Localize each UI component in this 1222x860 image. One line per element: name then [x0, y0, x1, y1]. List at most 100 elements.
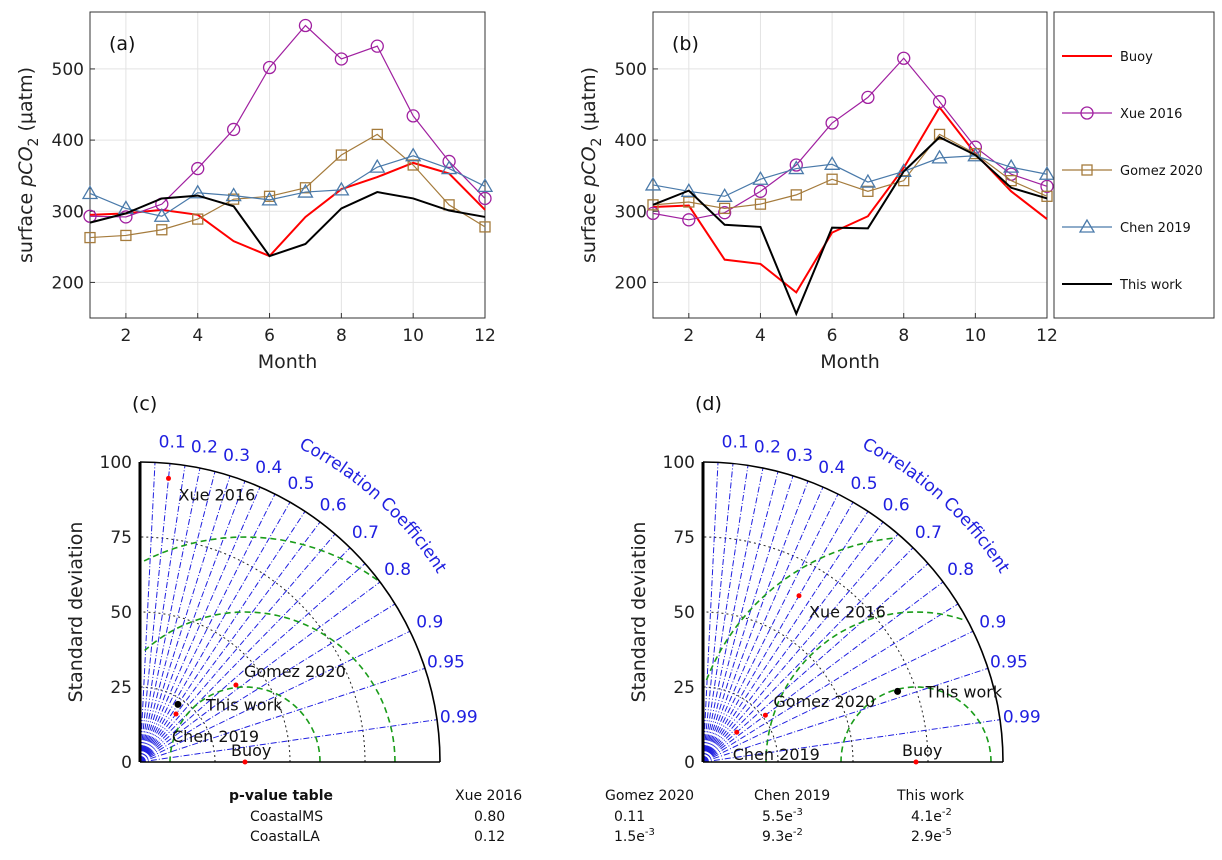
- x-tick-label: 12: [1036, 326, 1058, 346]
- correlation-ray: [702, 511, 869, 763]
- plot-frame: [652, 11, 1048, 319]
- correlation-ray: [139, 603, 396, 763]
- p-value-cell: 9.3e-2: [762, 827, 803, 846]
- taylor-point: [166, 475, 171, 481]
- data-point: [1003, 158, 1020, 173]
- plot-frame: [89, 11, 486, 319]
- correlation-ray: [139, 465, 186, 763]
- p-value-cell: 2.9e-5: [911, 827, 952, 846]
- std-arc: [702, 536, 929, 763]
- data-point: [717, 206, 732, 220]
- std-tick-label: 100: [100, 453, 132, 473]
- data-point: [262, 60, 277, 75]
- p-value-table: p-value table Xue 2016 Gomez 2020 Chen 2…: [0, 784, 1222, 854]
- correlation-ray: [139, 467, 201, 763]
- data-point: [825, 116, 839, 130]
- correlation-ray: [702, 501, 854, 763]
- panel-label: (b): [672, 33, 699, 55]
- data-point: [859, 173, 877, 188]
- std-tick-label: 0: [684, 753, 695, 773]
- taylor-point-label: Xue 2016: [179, 485, 256, 504]
- correlation-tick-label: 0.95: [990, 652, 1028, 672]
- data-point: [192, 213, 204, 225]
- p-value-row-label: CoastalMS: [250, 809, 324, 825]
- correlation-tick-label: 0.3: [786, 446, 813, 466]
- correlation-tick-label: 0.99: [1003, 708, 1041, 728]
- x-tick-label: 8: [336, 326, 347, 346]
- data-point: [81, 185, 99, 200]
- y-axis-label: surface pCO2 (μatm): [15, 67, 42, 263]
- data-point: [156, 224, 168, 236]
- data-point: [683, 196, 695, 208]
- data-point: [298, 18, 313, 33]
- std-tick-label: 50: [673, 603, 695, 623]
- x-tick-label: 6: [827, 326, 838, 346]
- taylor-point-label: Buoy: [902, 741, 942, 760]
- correlation-tick-label: 0.4: [818, 458, 845, 478]
- correlation-ray: [702, 667, 989, 763]
- taylor-point-label: Gomez 2020: [244, 662, 346, 681]
- correlation-ray: [139, 475, 231, 763]
- y-tick-label: 500: [52, 60, 84, 80]
- x-tick-label: 6: [264, 326, 275, 346]
- correlation-ray: [702, 719, 1001, 763]
- data-point: [189, 184, 206, 199]
- series-this-work: [652, 136, 1048, 317]
- legend-marker: [1078, 218, 1096, 233]
- series-line: [89, 133, 486, 239]
- correlation-ray: [139, 630, 411, 763]
- correlation-title-path: [861, 448, 1026, 624]
- std-arc: [139, 536, 366, 763]
- data-point: [333, 181, 350, 196]
- correlation-ray: [139, 462, 156, 763]
- rms-arc: [144, 611, 396, 763]
- y-tick-label: 500: [615, 60, 647, 80]
- correlation-tick-label: 0.8: [947, 560, 974, 580]
- taylor-point: [173, 711, 179, 717]
- data-point: [226, 122, 241, 137]
- data-point: [933, 128, 946, 141]
- correlation-tick-label: 0.7: [352, 523, 379, 543]
- series-line: [652, 105, 1048, 294]
- series-line: [89, 24, 486, 218]
- p-value-col-chen: Chen 2019: [754, 788, 831, 804]
- correlation-ray: [702, 547, 914, 763]
- data-point: [789, 158, 803, 172]
- data-point: [790, 189, 802, 201]
- data-point: [479, 221, 491, 233]
- data-point: [406, 109, 420, 123]
- data-point: [120, 229, 132, 242]
- data-point: [227, 193, 240, 205]
- panel-label: (a): [109, 33, 135, 55]
- data-point: [682, 213, 696, 227]
- data-point: [407, 159, 419, 171]
- x-axis-label: Month: [258, 351, 318, 373]
- rms-arc: [705, 537, 893, 682]
- data-point: [335, 149, 348, 161]
- line-chart-b: 2 4 6 8 10 12 200 300 400 500 Month surface pCO2 (μ…: [578, 11, 1058, 373]
- data-point: [153, 207, 170, 222]
- correlation-ray: [139, 521, 321, 763]
- legend: Buoy Xue 2016 Gomez 2020 Chen 2019 This work: [1053, 11, 1215, 319]
- series-this-work: [89, 191, 486, 258]
- std-tick-label: 25: [110, 678, 132, 698]
- data-point: [647, 199, 659, 211]
- p-value-cell: 0.80: [474, 809, 506, 825]
- data-point: [967, 147, 984, 162]
- std-tick-label: 100: [663, 453, 695, 473]
- outer-arc: [702, 461, 1004, 763]
- correlation-ray: [139, 511, 306, 763]
- taylor-point-label: Xue 2016: [809, 603, 886, 622]
- correlation-ray: [702, 486, 824, 763]
- data-point: [261, 191, 278, 206]
- correlation-ray: [139, 667, 426, 763]
- correlation-tick-label: 0.6: [883, 495, 910, 515]
- correlation-ray: [139, 480, 246, 763]
- correlation-ray: [702, 630, 974, 763]
- std-tick-label: 75: [673, 528, 695, 548]
- p-value-cell: 0.12: [474, 829, 506, 845]
- correlation-ray: [702, 493, 839, 763]
- x-tick-label: 8: [898, 326, 909, 346]
- x-tick-label: 10: [402, 326, 424, 346]
- series-line: [652, 133, 1048, 210]
